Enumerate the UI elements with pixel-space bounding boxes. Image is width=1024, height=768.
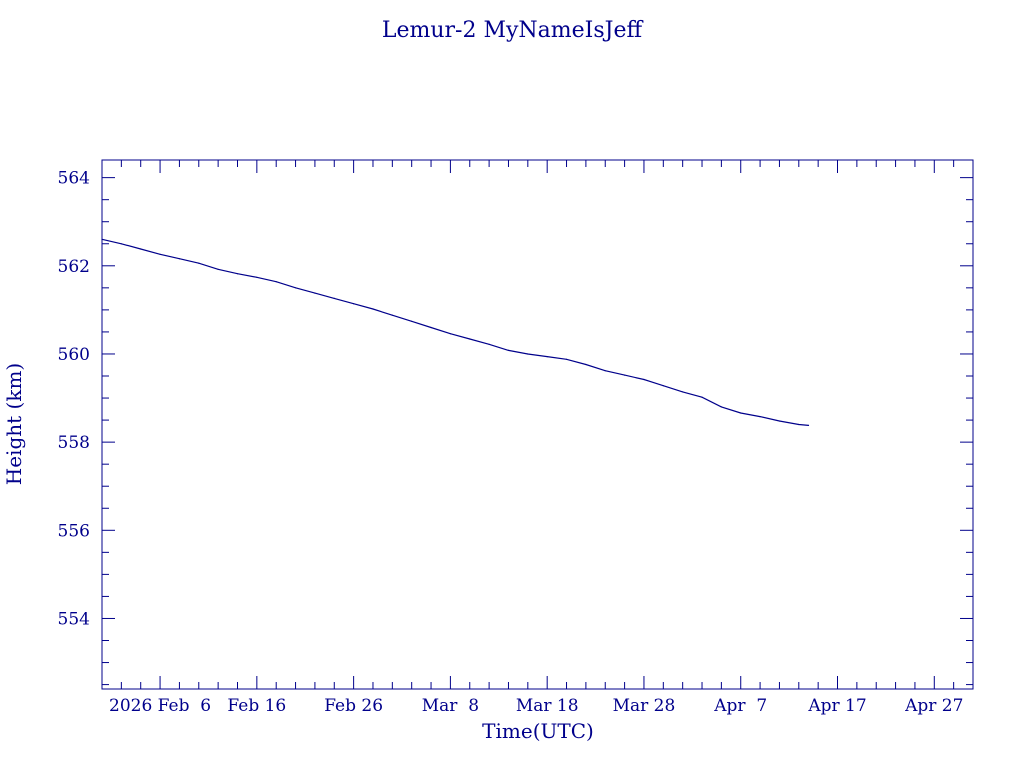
height-data-point — [643, 378, 645, 381]
height-series-line — [101, 238, 809, 426]
height-data-point — [295, 287, 297, 289]
y-tick-label: 562 — [58, 257, 90, 277]
height-data-point — [178, 258, 180, 260]
height-data-point — [701, 396, 703, 398]
height-data-point — [314, 292, 316, 294]
height-data-point — [120, 243, 122, 245]
height-data-point — [430, 326, 432, 329]
height-data-point — [411, 320, 413, 322]
height-data-point — [159, 253, 161, 255]
y-tick-label: 558 — [58, 433, 90, 453]
height-data-point — [740, 412, 742, 414]
height-data-point — [682, 391, 684, 393]
x-tick-label: Apr 27 — [904, 696, 963, 716]
series-layer — [101, 238, 810, 426]
x-tick-label: Apr 7 — [713, 696, 767, 716]
height-data-point — [527, 353, 529, 355]
height-data-point — [256, 276, 258, 278]
y-axis-label: Height (km) — [2, 363, 26, 485]
height-data-point — [140, 248, 142, 250]
x-tick-label: Mar 18 — [516, 696, 579, 716]
height-data-point — [236, 273, 239, 275]
height-data-point — [624, 374, 626, 376]
x-tick-label: Feb 16 — [227, 696, 286, 716]
height-data-point — [759, 416, 761, 418]
y-tick-label: 564 — [58, 169, 90, 189]
y-tick-label: 560 — [58, 345, 90, 365]
height-data-point — [565, 358, 568, 360]
height-data-point — [198, 262, 200, 264]
chart-title: Lemur-2 MyNameIsJeff — [382, 18, 644, 43]
height-data-point — [604, 370, 606, 372]
x-tick-label: 2026 Feb 6 — [109, 696, 211, 716]
height-data-point — [488, 343, 490, 345]
height-data-point — [720, 406, 723, 408]
x-axis-tick-labels: 2026 Feb 6 Feb 16 Feb 26 Mar 8 Mar 18 Mar 28 A… — [109, 696, 963, 716]
x-tick-label: Feb 26 — [324, 696, 383, 716]
height-data-point — [217, 268, 219, 270]
height-data-point — [662, 385, 664, 387]
height-data-point — [798, 423, 800, 426]
height-data-point — [101, 238, 103, 240]
x-tick-label: Mar 28 — [613, 696, 676, 716]
height-data-point — [391, 314, 393, 316]
y-tick-label: 554 — [58, 609, 90, 629]
height-data-point — [507, 349, 510, 351]
x-axis-label: Time(UTC) — [482, 719, 594, 743]
plot-frame — [101, 159, 974, 690]
x-axis-ticks — [101, 160, 974, 689]
height-data-point — [372, 308, 374, 310]
height-data-point — [333, 297, 335, 299]
height-data-point — [807, 424, 810, 426]
y-axis-tick-labels: 554 556 558 560 562 564 — [58, 169, 90, 630]
height-data-point — [449, 333, 451, 335]
height-data-point — [778, 420, 781, 422]
x-tick-label: Apr 17 — [807, 696, 866, 716]
y-tick-label: 556 — [58, 521, 90, 541]
y-axis-ticks — [102, 177, 973, 686]
height-data-point — [546, 356, 548, 358]
height-data-point — [275, 281, 277, 283]
height-data-point — [469, 338, 471, 340]
height-data-point — [353, 303, 355, 305]
height-data-point — [585, 363, 587, 366]
x-tick-label: Mar 8 — [422, 696, 479, 716]
